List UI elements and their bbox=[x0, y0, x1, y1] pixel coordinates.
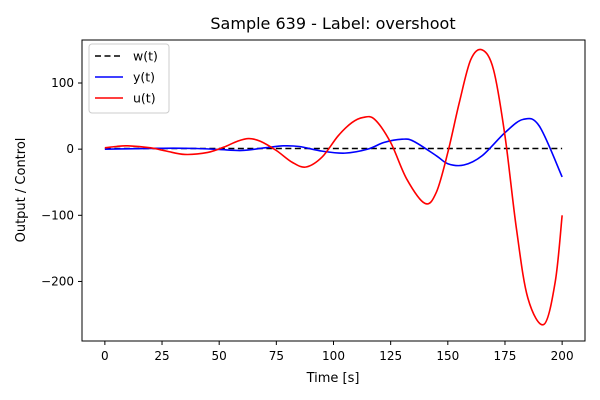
y-tick-label: 0 bbox=[66, 142, 74, 156]
legend: w(t) y(t) u(t) bbox=[88, 43, 170, 114]
x-tick-label: 200 bbox=[551, 349, 574, 363]
series-line-yt bbox=[104, 117, 563, 178]
y-tick-label: 100 bbox=[51, 76, 74, 90]
x-tick-label: 100 bbox=[322, 349, 345, 363]
series-line-ut bbox=[104, 48, 563, 326]
legend-entry: y(t) bbox=[133, 70, 155, 85]
series-layer bbox=[104, 48, 563, 326]
x-tick-label: 150 bbox=[436, 349, 459, 363]
y-axis-label: Output / Control bbox=[14, 138, 29, 243]
legend-entry: w(t) bbox=[133, 49, 158, 64]
y-tick-label: −100 bbox=[41, 208, 74, 222]
y-tick-label: −200 bbox=[41, 274, 74, 288]
x-axis: 0 25 50 75 100 125 150 175 200 bbox=[101, 341, 574, 363]
x-tick-label: 50 bbox=[212, 349, 227, 363]
x-axis-label: Time [s] bbox=[306, 371, 360, 386]
x-tick-label: 175 bbox=[494, 349, 517, 363]
x-tick-label: 0 bbox=[101, 349, 109, 363]
chart-title: Sample 639 - Label: overshoot bbox=[210, 14, 455, 33]
y-axis: −200 −100 0 100 bbox=[41, 76, 82, 288]
legend-entry: u(t) bbox=[133, 91, 156, 106]
legend-box bbox=[88, 43, 170, 114]
x-tick-label: 75 bbox=[269, 349, 284, 363]
x-tick-label: 25 bbox=[154, 349, 169, 363]
x-tick-label: 125 bbox=[379, 349, 402, 363]
